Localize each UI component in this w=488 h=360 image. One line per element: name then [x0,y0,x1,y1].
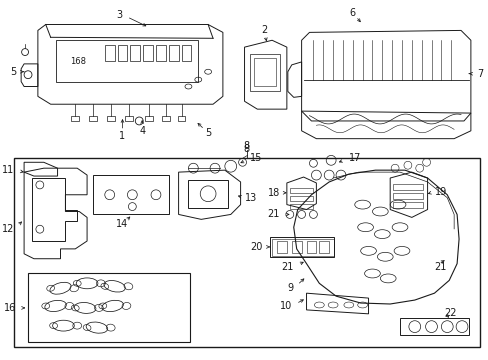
Text: 15: 15 [250,153,262,163]
Text: 18: 18 [267,188,280,198]
Bar [271,239,333,256]
Bar [289,204,313,208]
Bar [143,45,153,61]
Text: 14: 14 [116,219,128,229]
Text: 5: 5 [204,128,211,138]
Bar [181,45,191,61]
Bar [117,45,127,61]
Bar [56,40,198,82]
Bar [276,241,286,253]
Text: 21: 21 [267,210,280,220]
Bar [28,274,190,342]
Text: 10: 10 [279,301,291,311]
Bar [71,116,79,121]
Text: 20: 20 [249,242,262,252]
Text: 16: 16 [4,303,16,313]
Bar [162,116,169,121]
Bar [319,241,328,253]
Text: 9: 9 [287,283,293,293]
Bar [168,45,178,61]
Text: 17: 17 [348,153,361,163]
Bar [177,116,185,121]
Text: 6: 6 [349,8,355,18]
Text: 19: 19 [433,187,446,197]
Bar [269,237,333,257]
Bar [291,241,301,253]
Bar [289,188,313,193]
Text: 3: 3 [116,10,122,20]
Bar [392,184,422,190]
Text: 8: 8 [243,144,249,153]
Text: 21: 21 [281,262,293,271]
Text: 21: 21 [433,262,446,271]
Bar [289,196,313,201]
Text: 5: 5 [10,67,16,77]
Bar [306,241,316,253]
Bar [254,58,275,86]
Bar [156,45,165,61]
Text: 1: 1 [119,131,125,141]
Bar [14,158,479,347]
Bar [392,202,422,208]
Bar [89,116,97,121]
Text: 11: 11 [2,165,14,175]
Bar [250,54,280,91]
Bar [104,45,114,61]
Text: 7: 7 [476,69,482,79]
Text: 168: 168 [70,57,86,66]
Text: 8: 8 [243,140,249,150]
Bar [392,193,422,199]
Bar [106,116,114,121]
Bar [125,116,133,121]
Bar [130,45,140,61]
Text: 2: 2 [261,26,267,35]
Text: 13: 13 [244,193,256,203]
Text: 12: 12 [2,224,14,234]
Text: 4: 4 [139,126,145,136]
Text: 22: 22 [444,308,456,318]
Bar [145,116,153,121]
